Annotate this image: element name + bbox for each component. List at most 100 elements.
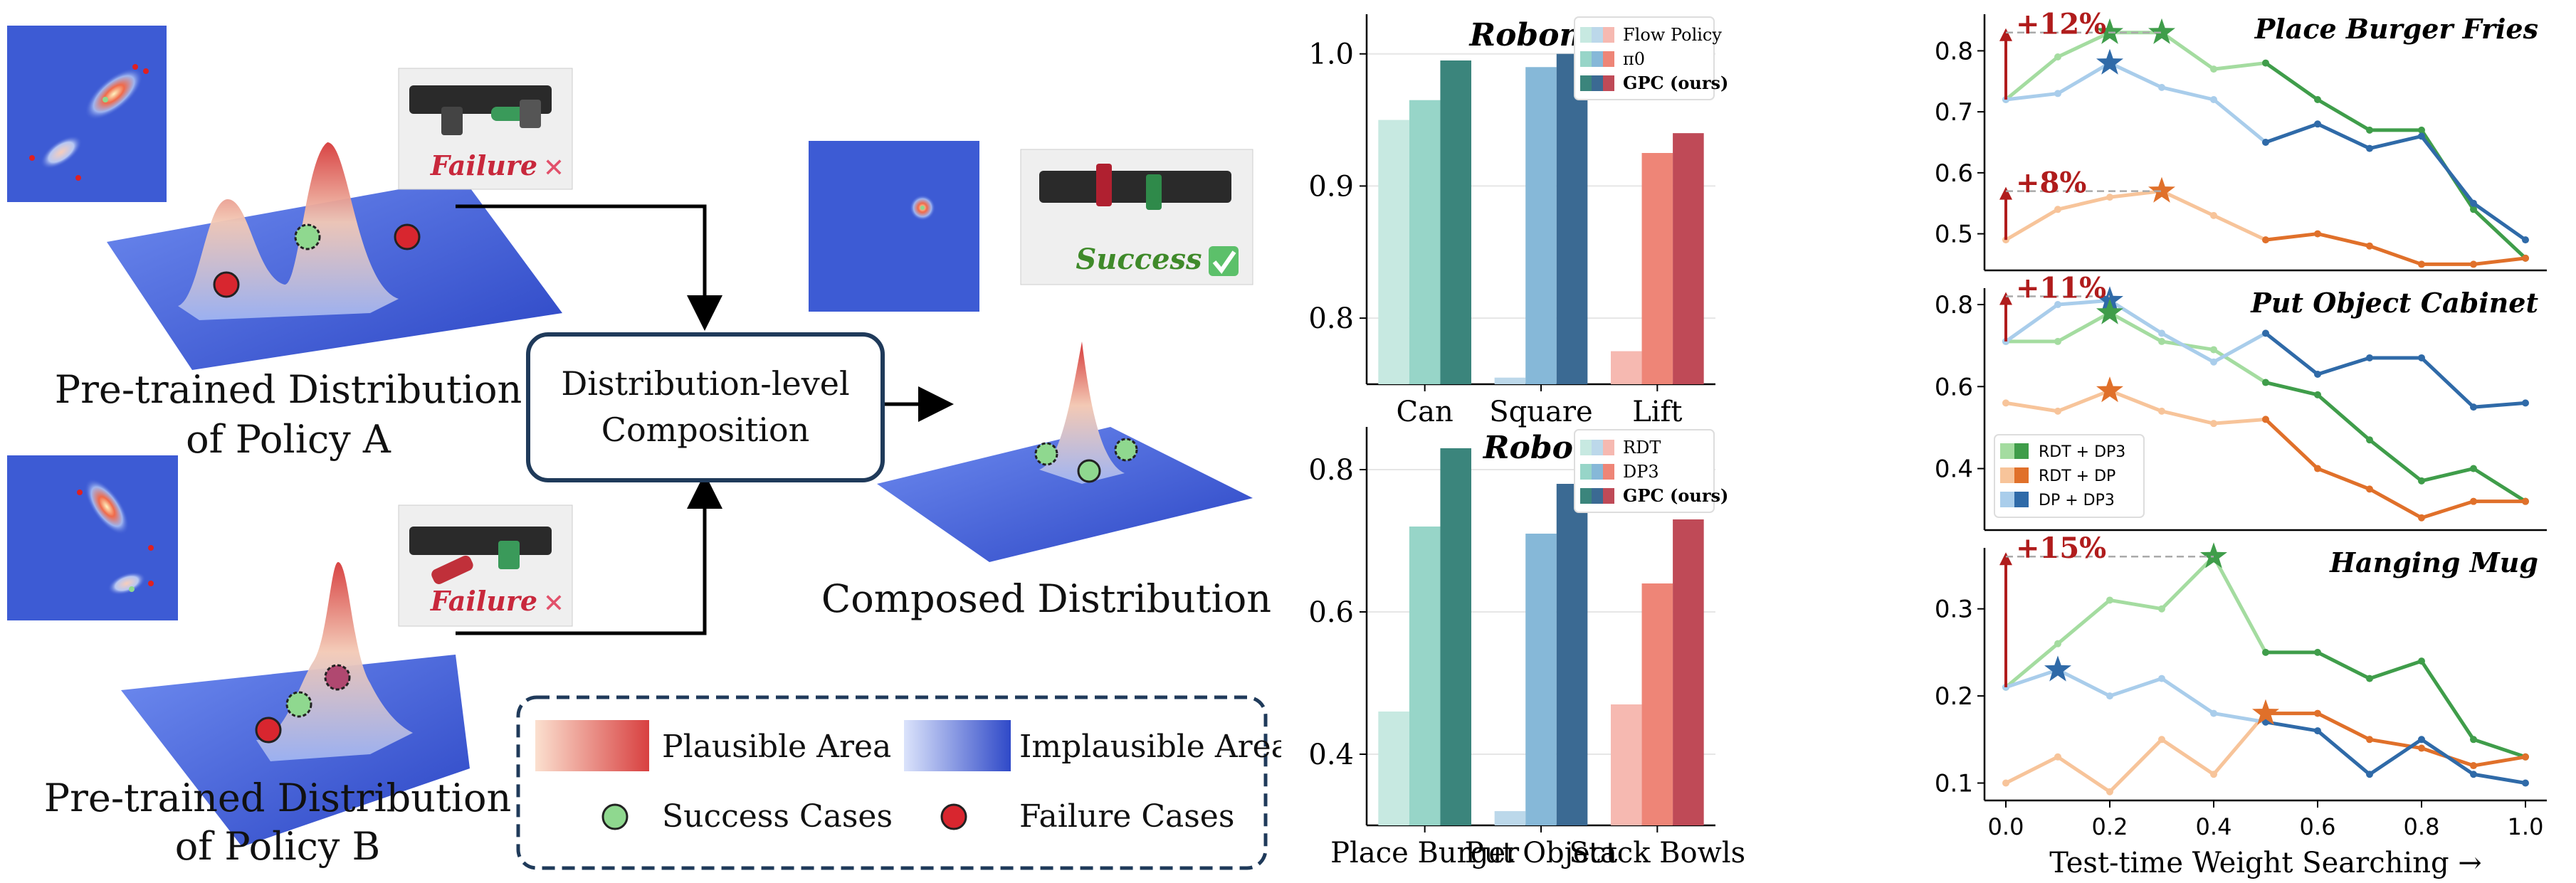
series-segment [2160,332,2215,364]
series-segment [2057,388,2110,413]
series-segment [2473,755,2526,768]
series-segment [2056,31,2111,59]
series-segment [2160,189,2215,218]
data-point [2366,126,2373,134]
gain-arrow-head [1999,28,2012,41]
data-point [2210,211,2217,219]
data-point [2418,132,2425,140]
data-point [2418,354,2425,361]
gain-label: +11% [2016,272,2106,305]
y-tick-label: 0.4 [1935,455,1973,484]
bar [1641,583,1673,825]
series-segment [2212,213,2267,242]
series-segment [2004,303,2059,343]
data-point [2314,391,2321,398]
series-segment [2004,55,2059,101]
data-point [2158,605,2165,613]
series-segment [2317,356,2370,376]
data-point [2106,788,2113,795]
bar [1525,67,1557,385]
heatmap-composed [809,141,979,312]
series-segment [2316,729,2371,776]
data-point [2158,675,2165,682]
series-segment [2317,232,2370,248]
data-point [2106,194,2113,201]
gain-arrow-head [1999,186,2012,200]
data-point [2366,436,2373,444]
data-point [2262,329,2269,337]
legend-swatch [1580,464,1592,480]
x-tick-label: Stack Bowls [1569,837,1745,869]
series-segment [2265,122,2318,144]
series-segment [2004,755,2059,785]
robot-photo-success: Success [1020,149,1253,285]
series-segment [2369,244,2422,266]
data-point [2158,407,2165,415]
x-tick-label: 0.4 [2196,813,2232,840]
composition-label-line2: Composition [601,411,810,449]
series-segment [2057,298,2110,307]
series-segment [2212,98,2267,144]
surface-composed [877,342,1253,562]
data-point [2314,371,2321,379]
data-point [2522,236,2529,244]
legend-label: Flow Policy [1623,25,1722,45]
series-segment [2056,311,2111,344]
data-point [2366,485,2373,493]
legend-swatch [1580,75,1592,91]
data-point [2418,477,2425,485]
bar [1673,519,1704,825]
legend-label: π0 [1623,49,1645,69]
legend-swatch [2000,492,2014,507]
y-tick-label: 0.6 [1935,159,1973,188]
series-segment [2472,467,2527,503]
legend-label: GPC (ours) [1623,73,1728,93]
x-tick-label: Put Object [1465,837,1617,869]
series-segment [2421,499,2474,520]
cross-icon: ✕ [543,154,564,183]
policy-a-label-line1: Pre-trained Distribution [55,367,522,412]
y-tick-label: 0.6 [1935,373,1973,401]
series-segment [2161,409,2214,425]
data-point [2522,753,2529,761]
series-segment [2472,201,2527,242]
legend-swatch [1592,440,1603,455]
connector-arrows [456,204,954,635]
y-tick-label: 0.6 [1308,596,1354,629]
star-marker [2096,298,2123,324]
data-point [2418,736,2425,744]
heatmap-policy-b [7,455,178,620]
legend-frame [1994,434,2145,518]
legend-swatch [1603,51,1614,67]
bar-charts: 0.8 0.9 1.0 Can Square Lift Robomimic Flow Poli… [1281,0,1922,883]
data-point [2366,675,2373,682]
series-segment [2473,737,2526,759]
data-point [2002,399,2009,407]
data-point [2522,779,2529,787]
composed-label: Composed Distribution [821,576,1271,621]
x-tick-label: 1.0 [2508,813,2544,840]
heatmap-policy-a [7,26,167,202]
legend-plausible: Plausible Area [662,729,891,765]
legend-swatch [1603,440,1614,455]
bar [1440,60,1471,384]
legend-swatch [1580,440,1592,455]
legend-failure: Failure Cases [1019,798,1234,835]
data-point [2418,657,2425,665]
series-segment [2473,772,2526,785]
distribution-diagram: Failure ✕ Pre-trained Distribution of Po… [0,0,1281,883]
data-point [2054,301,2061,309]
x-tick-label: 0.0 [1988,813,2024,840]
series-segment [2109,677,2162,698]
series-segment [2265,720,2318,733]
series-segment [2056,598,2111,645]
legend-swatch [1592,464,1603,480]
data-point [2158,329,2165,337]
check-icon [1209,246,1239,276]
data-point [2314,230,2321,238]
surface-policy-b [121,562,470,847]
data-point [2470,260,2477,268]
data-point [2418,514,2425,522]
policy-b-label-line2: of Policy B [175,824,380,869]
